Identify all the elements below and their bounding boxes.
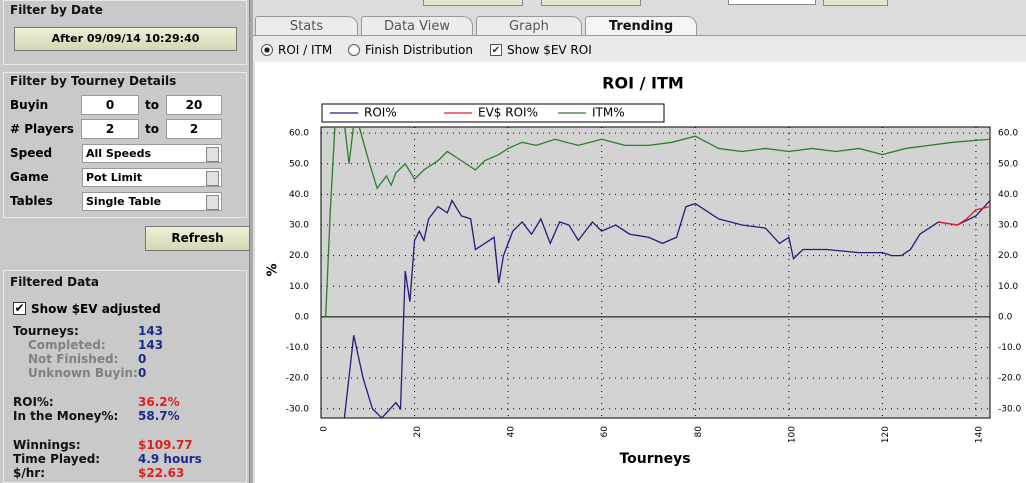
- range-to: to: [145, 98, 159, 112]
- x-tick-label: 120: [881, 426, 891, 443]
- ev-checkbox[interactable]: ✔: [13, 301, 26, 315]
- field-label: Tables: [10, 194, 53, 208]
- stat-label: In the Money%:: [13, 409, 119, 423]
- radio-label: Finish Distribution: [365, 43, 473, 57]
- y2-tick-label: 40.0: [998, 190, 1018, 200]
- stat-value: 143: [138, 324, 164, 338]
- stat-value: 4.9 hours: [138, 452, 202, 466]
- checkbox[interactable]: ✔: [490, 44, 502, 56]
- stat-label: Tourneys:: [13, 324, 79, 338]
- top-input[interactable]: [728, 0, 816, 5]
- stat-value: $22.63: [138, 466, 185, 480]
- y2-tick-label: 30.0: [998, 221, 1018, 231]
- series-line: [325, 127, 990, 317]
- stat-value: 0: [138, 366, 147, 380]
- x-tick-label: 40: [507, 426, 517, 438]
- y2-tick-label: 20.0: [998, 251, 1018, 261]
- range-to-input[interactable]: 20: [166, 95, 222, 115]
- legend-box: [321, 103, 665, 123]
- range-from[interactable]: 0: [81, 95, 139, 115]
- top-button[interactable]: [423, 0, 523, 6]
- y-tick-label: 30.0: [289, 221, 309, 231]
- y-tick-label: 0.0: [295, 312, 310, 322]
- section-title: Filter by Tourney Details: [10, 74, 177, 88]
- top-button[interactable]: [541, 0, 641, 6]
- range-to-input[interactable]: 2: [166, 119, 222, 139]
- legend-label: ROI%: [364, 106, 397, 120]
- details-section: [3, 72, 247, 218]
- legend-label: ITM%: [592, 106, 625, 120]
- x-tick-label: 60: [600, 426, 610, 438]
- stat-label: Completed:: [28, 338, 106, 352]
- field-label: # Players: [10, 122, 74, 136]
- radio-label: ROI / ITM: [278, 43, 333, 57]
- stat-value: 0: [138, 352, 147, 366]
- y2-tick-label: 0.0: [998, 312, 1013, 322]
- x-tick-label: 100: [787, 426, 797, 443]
- stat-label: Unknown Buyin:: [28, 366, 138, 380]
- dropdown[interactable]: Pot Limit: [82, 168, 222, 187]
- legend-label: EV$ ROI%: [478, 106, 538, 120]
- field-label: Game: [10, 170, 49, 184]
- tab[interactable]: Data View: [361, 16, 473, 36]
- y2-tick-label: -10.0: [998, 343, 1022, 353]
- y-tick-label: 50.0: [289, 159, 309, 169]
- tab[interactable]: Trending: [585, 16, 697, 36]
- radio[interactable]: [261, 44, 273, 56]
- series-line: [343, 199, 990, 418]
- y-tick-label: 10.0: [289, 282, 309, 292]
- radio[interactable]: [348, 44, 360, 56]
- y-tick-label: 60.0: [289, 129, 309, 139]
- filter-panel: Filter by Date After 09/09/14 10:29:40 F…: [0, 0, 250, 483]
- section-title: Filtered Data: [10, 275, 100, 289]
- stat-value: $109.77: [138, 438, 193, 452]
- checkbox-label: Show $EV ROI: [507, 43, 592, 57]
- x-tick-label: 20: [413, 426, 423, 438]
- stat-label: Winnings:: [13, 438, 81, 452]
- top-button[interactable]: [823, 0, 888, 6]
- stat-label: Time Played:: [13, 452, 101, 466]
- y2-tick-label: 10.0: [998, 282, 1018, 292]
- stat-value: 36.2%: [138, 395, 180, 409]
- field-label: Speed: [10, 146, 53, 160]
- y2-tick-label: -20.0: [998, 374, 1022, 384]
- range-to: to: [145, 122, 159, 136]
- tab[interactable]: Graph: [476, 16, 582, 36]
- plot-area: [320, 126, 991, 419]
- stat-label: $/hr:: [13, 466, 45, 480]
- field-label: Buyin: [10, 98, 49, 112]
- date-section: [3, 0, 247, 65]
- dropdown[interactable]: All Speeds: [82, 144, 222, 163]
- options-bar: [253, 35, 1026, 62]
- series-line: [938, 206, 990, 226]
- y-tick-label: -30.0: [286, 404, 310, 414]
- section-title: Filter by Date: [10, 3, 103, 17]
- x-axis-label: Tourneys: [619, 451, 690, 467]
- y-tick-label: -10.0: [286, 343, 310, 353]
- y-tick-label: 40.0: [289, 190, 309, 200]
- x-tick-label: 140: [974, 426, 984, 443]
- date-button[interactable]: After 09/09/14 10:29:40: [14, 27, 237, 51]
- x-tick-label: 0: [320, 426, 330, 432]
- stat-value: 143: [138, 338, 164, 352]
- tab[interactable]: Stats: [255, 16, 358, 36]
- checkbox-label: Show $EV adjusted: [31, 302, 161, 316]
- chart-title: ROI / ITM: [602, 74, 684, 93]
- y2-tick-label: 60.0: [998, 129, 1018, 139]
- dropdown[interactable]: Single Table: [82, 192, 222, 211]
- range-from[interactable]: 2: [81, 119, 139, 139]
- stat-label: Not Finished:: [28, 352, 119, 366]
- chart: ROI / ITM % Tourneys -30.0 -30.0 -20.0 -20.…: [255, 62, 1026, 483]
- stat-value: 58.7%: [138, 409, 180, 423]
- y2-tick-label: -30.0: [998, 404, 1022, 414]
- stat-label: ROI%:: [13, 395, 54, 409]
- y-tick-label: 20.0: [289, 251, 309, 261]
- refresh-button[interactable]: Refresh: [145, 226, 250, 251]
- x-tick-label: 80: [694, 426, 704, 438]
- y-tick-label: -20.0: [286, 374, 310, 384]
- y-axis-label: %: [266, 263, 281, 276]
- y2-tick-label: 50.0: [998, 159, 1018, 169]
